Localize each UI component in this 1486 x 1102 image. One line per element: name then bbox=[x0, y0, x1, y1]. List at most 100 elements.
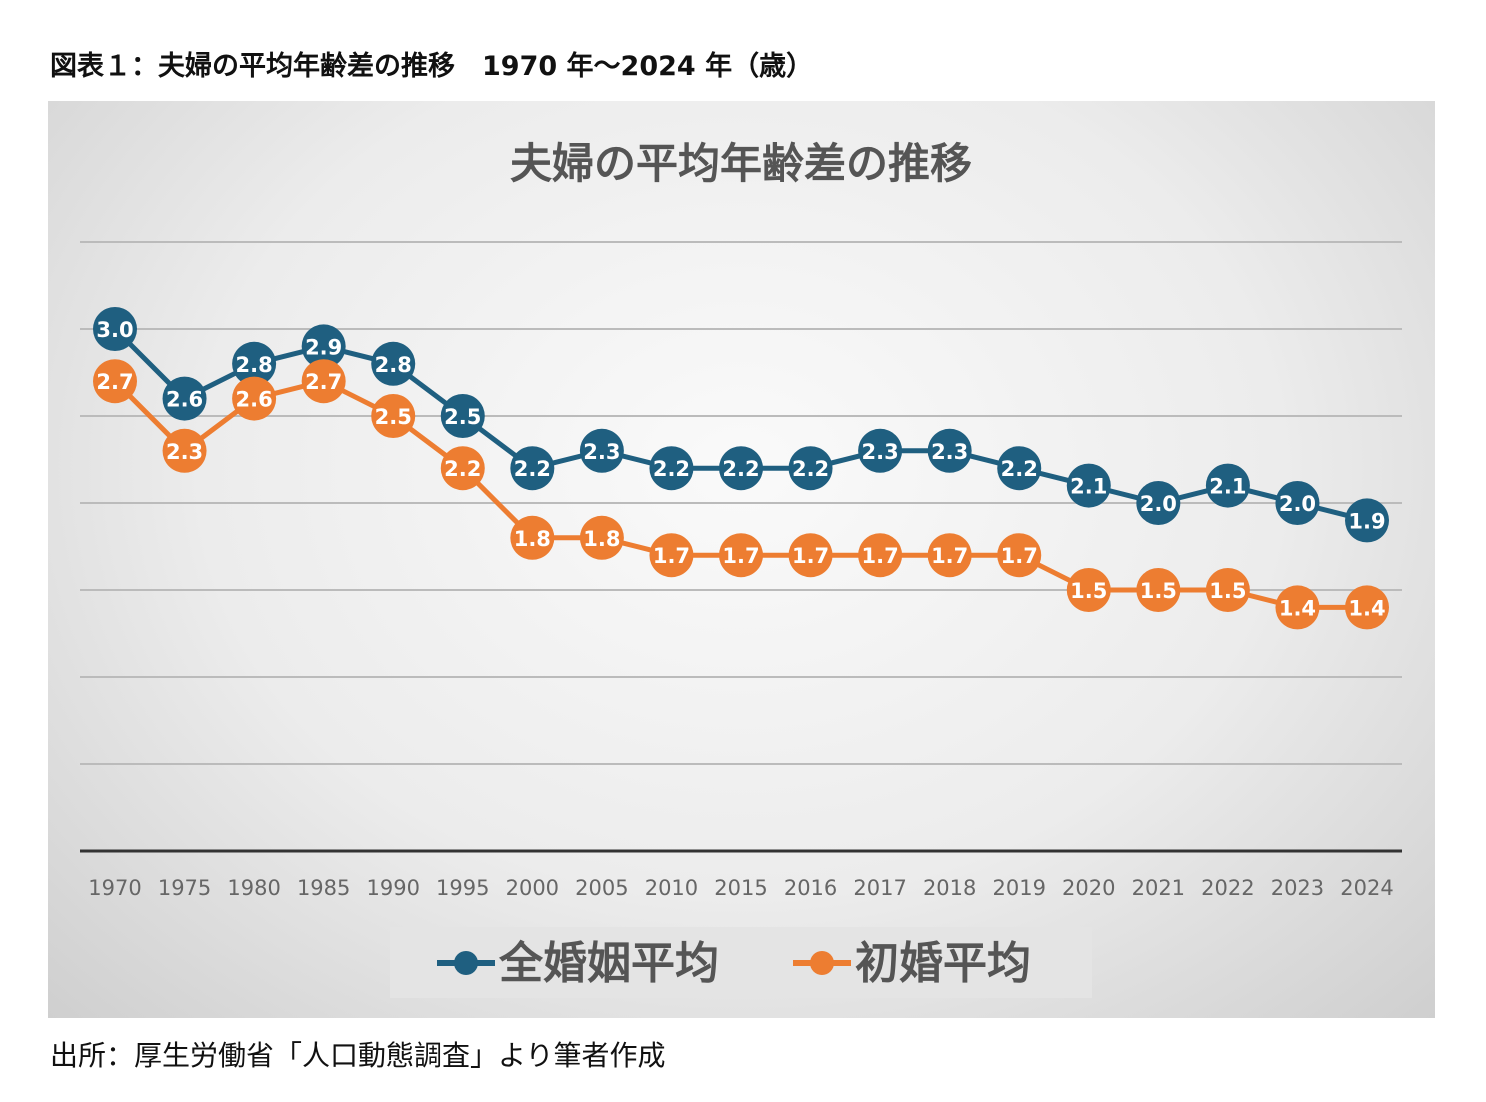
legend-label-0: 全婚姻平均 bbox=[498, 938, 719, 989]
data-point bbox=[510, 446, 555, 491]
series-line-0 bbox=[113, 327, 1368, 523]
data-point bbox=[371, 394, 416, 438]
data-point bbox=[1066, 463, 1111, 508]
data-label: 1.7 bbox=[862, 544, 899, 568]
source-note: 出所：厚生労働省「人口動態調査」より筆者作成 bbox=[50, 1039, 666, 1072]
data-point bbox=[719, 533, 763, 578]
data-label: 1.8 bbox=[583, 527, 620, 551]
data-point bbox=[788, 533, 833, 578]
data-label: 2.2 bbox=[722, 457, 759, 481]
data-label: 1.5 bbox=[1209, 579, 1246, 603]
data-label: 2.3 bbox=[931, 440, 968, 464]
legend-marker-1 bbox=[810, 951, 834, 975]
data-point bbox=[1066, 568, 1111, 612]
data-label: 1.7 bbox=[653, 544, 690, 568]
data-point bbox=[649, 446, 694, 491]
data-label: 1.8 bbox=[514, 527, 551, 551]
x-tick-label: 1980 bbox=[227, 876, 280, 900]
legend-marker-0 bbox=[454, 951, 478, 975]
data-label: 2.1 bbox=[1070, 475, 1107, 499]
data-label: 2.1 bbox=[1209, 475, 1246, 499]
data-point bbox=[1275, 585, 1320, 630]
data-point bbox=[858, 533, 903, 578]
x-tick-label: 1990 bbox=[366, 876, 419, 900]
data-label: 2.5 bbox=[444, 405, 481, 429]
data-label: 3.0 bbox=[96, 318, 133, 342]
x-tick-label: 2024 bbox=[1340, 876, 1393, 900]
legend-box bbox=[390, 927, 1092, 998]
data-label: 2.0 bbox=[1279, 492, 1316, 516]
x-tick-label: 1970 bbox=[88, 876, 141, 900]
data-point bbox=[440, 394, 485, 438]
x-tick-label: 1985 bbox=[297, 876, 350, 900]
x-tick-label: 2017 bbox=[853, 876, 906, 900]
data-point bbox=[858, 428, 903, 473]
data-point bbox=[162, 376, 207, 421]
x-tick-label: 1975 bbox=[158, 876, 211, 900]
data-label: 1.4 bbox=[1279, 596, 1316, 620]
data-point bbox=[510, 515, 555, 560]
data-label: 1.9 bbox=[1348, 509, 1385, 533]
data-point bbox=[232, 376, 277, 421]
data-point bbox=[997, 446, 1042, 491]
data-label: 2.9 bbox=[305, 335, 342, 359]
data-label: 2.0 bbox=[1140, 492, 1177, 516]
x-tick-label: 2019 bbox=[992, 876, 1045, 900]
data-point bbox=[301, 359, 346, 404]
data-label: 2.3 bbox=[862, 440, 899, 464]
x-tick-label: 1995 bbox=[436, 876, 489, 900]
data-label: 2.3 bbox=[583, 440, 620, 464]
data-point bbox=[232, 341, 277, 386]
data-label: 2.3 bbox=[166, 440, 203, 464]
data-point bbox=[1205, 568, 1250, 612]
chart-title: 夫婦の平均年齢差の推移 bbox=[510, 139, 972, 188]
data-label: 1.4 bbox=[1348, 596, 1385, 620]
data-point bbox=[301, 324, 346, 369]
data-label: 2.7 bbox=[305, 370, 342, 394]
x-tick-label: 2000 bbox=[506, 876, 559, 900]
data-label: 2.7 bbox=[96, 370, 133, 394]
data-label: 1.7 bbox=[722, 544, 759, 568]
data-label: 2.8 bbox=[375, 353, 412, 377]
x-tick-label: 2005 bbox=[575, 876, 628, 900]
data-label: 2.6 bbox=[166, 388, 203, 412]
data-point bbox=[579, 428, 624, 473]
data-point bbox=[1345, 585, 1389, 630]
data-point bbox=[1205, 463, 1250, 508]
data-point bbox=[440, 446, 485, 491]
data-label: 2.2 bbox=[444, 457, 481, 481]
data-label: 1.7 bbox=[1001, 544, 1038, 568]
data-point bbox=[1136, 568, 1181, 612]
data-label: 1.7 bbox=[792, 544, 829, 568]
data-label: 2.2 bbox=[653, 457, 690, 481]
data-label: 1.5 bbox=[1070, 579, 1107, 603]
data-point bbox=[579, 515, 624, 560]
data-label: 2.8 bbox=[236, 353, 273, 377]
data-point bbox=[93, 307, 137, 351]
legend-label-1: 初婚平均 bbox=[855, 938, 1031, 989]
x-tick-label: 2021 bbox=[1132, 876, 1185, 900]
data-label: 2.6 bbox=[236, 388, 273, 412]
data-point bbox=[93, 359, 137, 404]
data-point bbox=[927, 428, 972, 473]
x-tick-label: 2022 bbox=[1201, 876, 1254, 900]
data-point bbox=[1275, 481, 1320, 525]
x-tick-label: 2023 bbox=[1271, 876, 1324, 900]
data-label: 1.7 bbox=[931, 544, 968, 568]
x-tick-label: 2018 bbox=[923, 876, 976, 900]
data-point bbox=[649, 533, 694, 578]
data-point bbox=[788, 446, 833, 491]
data-point bbox=[719, 446, 763, 491]
data-point bbox=[997, 533, 1042, 578]
data-point bbox=[927, 533, 972, 578]
data-point bbox=[1136, 481, 1181, 525]
x-tick-label: 2020 bbox=[1062, 876, 1115, 900]
data-label: 2.2 bbox=[792, 457, 829, 481]
data-point bbox=[162, 428, 207, 473]
figure-title: 図表１：夫婦の平均年齢差の推移 1970 年～2024 年（歳） bbox=[50, 51, 814, 82]
data-point bbox=[371, 341, 416, 386]
x-tick-label: 2010 bbox=[645, 876, 698, 900]
data-point bbox=[1345, 498, 1389, 543]
data-label: 1.5 bbox=[1140, 579, 1177, 603]
